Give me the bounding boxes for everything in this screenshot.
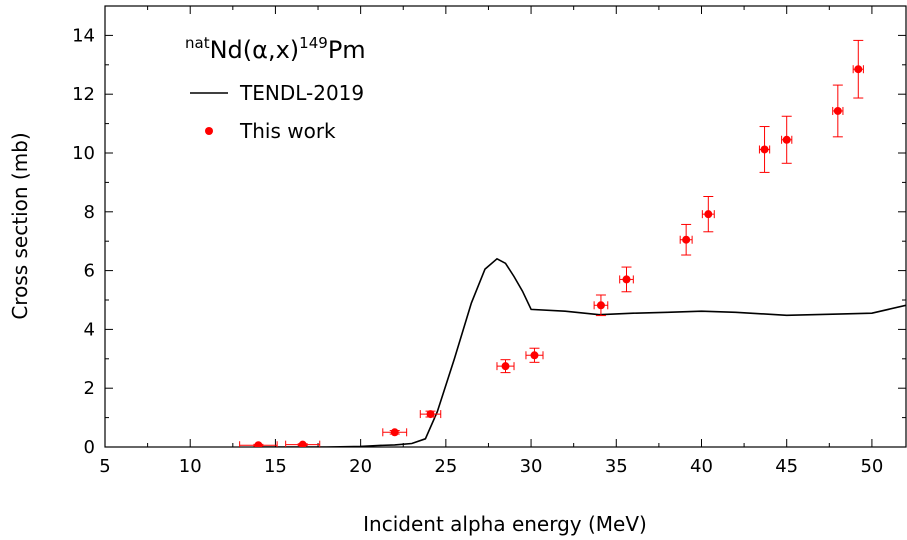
x-tick-label: 40 — [690, 456, 713, 477]
data-point-group — [619, 266, 634, 293]
x-tick-label: 25 — [434, 456, 457, 477]
data-point — [596, 301, 605, 310]
data-point-group — [852, 39, 864, 99]
x-tick-label: 45 — [775, 456, 798, 477]
legend-point-swatch — [205, 127, 213, 135]
data-point — [298, 440, 307, 447]
data-point — [254, 441, 263, 447]
data-point-group — [525, 347, 544, 363]
y-tick-label: 8 — [84, 202, 95, 223]
x-tick-label: 30 — [520, 456, 543, 477]
y-tick-label: 10 — [72, 143, 95, 164]
chart-title: natNd(α,x)149Pm — [185, 34, 366, 64]
legend-label-this-work: This work — [239, 119, 336, 143]
data-point-group — [701, 196, 715, 233]
data-point — [530, 351, 539, 360]
title-pre-superscript: nat — [185, 34, 210, 52]
data-point-group — [832, 84, 844, 138]
data-point-group — [285, 440, 321, 447]
data-point — [390, 428, 399, 437]
data-point — [426, 410, 435, 419]
data-point-group — [679, 223, 693, 256]
data-point-group — [382, 428, 408, 437]
title-mid-superscript: 149 — [299, 34, 328, 52]
data-point — [782, 135, 791, 144]
data-point-group — [496, 359, 515, 374]
x-tick-label: 10 — [179, 456, 202, 477]
title-main-1: Nd(α,x) — [210, 36, 300, 64]
y-tick-label: 2 — [84, 378, 95, 399]
data-point — [854, 65, 863, 74]
x-tick-label: 35 — [605, 456, 628, 477]
data-point-group — [239, 441, 278, 447]
x-axis-ticks: 5 10 15 20 25 30 35 40 45 50 — [99, 6, 883, 477]
data-point-group — [781, 115, 793, 164]
y-tick-label: 12 — [72, 84, 95, 105]
data-point-group — [419, 410, 442, 419]
x-tick-label: 15 — [264, 456, 287, 477]
x-tick-label: 50 — [860, 456, 883, 477]
plot-area — [239, 39, 906, 447]
title-main-2: Pm — [328, 36, 366, 64]
x-tick-label: 20 — [349, 456, 372, 477]
legend: TENDL-2019 This work — [190, 81, 364, 143]
data-point — [833, 106, 842, 115]
data-point — [682, 235, 691, 244]
data-point — [704, 210, 713, 219]
y-tick-label: 0 — [84, 437, 95, 458]
data-point — [622, 275, 631, 284]
plot-frame — [104, 5, 907, 448]
data-point-group — [593, 294, 609, 317]
data-point — [501, 362, 510, 371]
y-tick-label: 14 — [72, 25, 95, 46]
series-line-tendl-2019 — [258, 257, 906, 447]
y-tick-label: 4 — [84, 319, 95, 340]
y-axis-label: Cross section (mb) — [8, 132, 32, 319]
series-points-this-work — [239, 39, 864, 447]
y-axis-ticks: 0 2 4 6 8 10 12 14 — [72, 25, 906, 458]
legend-label-tendl: TENDL-2019 — [239, 81, 364, 105]
data-point — [760, 145, 769, 154]
x-tick-label: 5 — [99, 456, 110, 477]
data-point-group — [758, 126, 771, 173]
y-tick-label: 6 — [84, 261, 95, 282]
x-axis-label: Incident alpha energy (MeV) — [363, 512, 647, 536]
